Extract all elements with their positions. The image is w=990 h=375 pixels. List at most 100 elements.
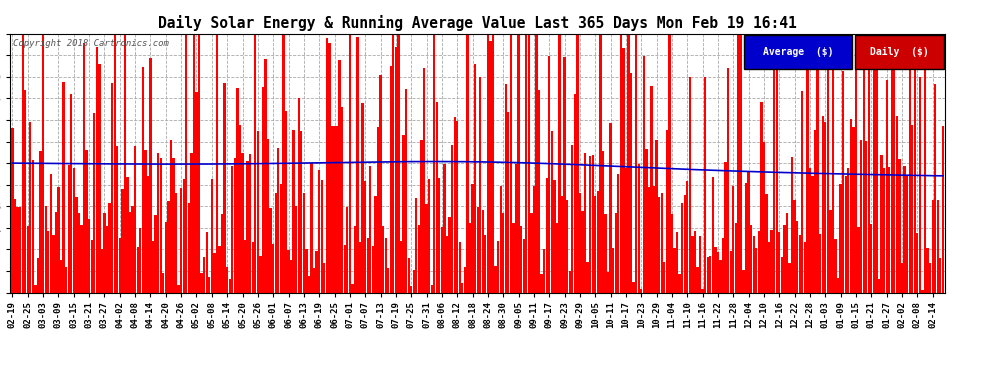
Bar: [586, 261, 589, 292]
Bar: [733, 186, 735, 292]
Bar: [786, 213, 788, 292]
Bar: [515, 164, 517, 292]
Bar: [290, 260, 292, 292]
Bar: [242, 153, 244, 292]
Bar: [213, 253, 216, 292]
Bar: [924, 34, 927, 292]
Bar: [326, 38, 328, 292]
Bar: [323, 264, 326, 292]
Bar: [182, 179, 185, 292]
Bar: [444, 164, 446, 292]
Bar: [313, 267, 315, 292]
Bar: [272, 244, 274, 292]
Bar: [763, 142, 765, 292]
Bar: [267, 139, 269, 292]
Bar: [129, 213, 132, 292]
Bar: [384, 238, 387, 292]
Bar: [937, 200, 939, 292]
Bar: [663, 262, 665, 292]
Bar: [344, 245, 346, 292]
Bar: [607, 272, 609, 292]
Bar: [234, 158, 236, 292]
Bar: [413, 270, 415, 292]
Bar: [259, 256, 261, 292]
Bar: [865, 141, 867, 292]
Bar: [188, 204, 190, 292]
Bar: [308, 276, 310, 292]
Bar: [469, 224, 471, 292]
Bar: [702, 289, 704, 292]
Bar: [545, 178, 547, 292]
Bar: [93, 113, 95, 292]
Bar: [59, 260, 62, 292]
Bar: [132, 206, 134, 292]
Bar: [277, 148, 279, 292]
Bar: [203, 256, 205, 292]
Bar: [32, 160, 34, 292]
Bar: [361, 103, 363, 292]
Bar: [867, 34, 870, 292]
Bar: [842, 70, 844, 292]
Bar: [566, 200, 568, 292]
Bar: [331, 126, 333, 292]
Bar: [392, 34, 394, 292]
Bar: [96, 47, 98, 292]
Bar: [911, 125, 914, 292]
Bar: [147, 176, 149, 292]
Bar: [42, 34, 45, 292]
Bar: [563, 57, 565, 292]
Bar: [520, 226, 523, 292]
Bar: [167, 201, 169, 292]
Bar: [27, 226, 29, 292]
Bar: [206, 232, 208, 292]
Bar: [857, 227, 859, 292]
Bar: [548, 56, 550, 292]
Bar: [67, 165, 70, 292]
Bar: [159, 158, 161, 292]
Bar: [280, 184, 282, 292]
Bar: [303, 192, 305, 292]
Bar: [390, 66, 392, 292]
Bar: [630, 73, 633, 292]
Bar: [35, 285, 37, 292]
Bar: [602, 152, 604, 292]
Bar: [379, 75, 382, 292]
Bar: [735, 224, 737, 292]
Bar: [878, 279, 880, 292]
Bar: [502, 213, 504, 292]
Bar: [625, 168, 627, 292]
Bar: [489, 42, 492, 292]
Bar: [62, 82, 64, 292]
Bar: [329, 44, 331, 292]
Bar: [929, 263, 932, 292]
Bar: [226, 267, 229, 292]
Bar: [832, 62, 835, 292]
Bar: [906, 175, 908, 292]
Bar: [704, 77, 706, 292]
Bar: [497, 241, 499, 292]
Bar: [812, 176, 814, 292]
Bar: [436, 102, 438, 292]
Bar: [439, 178, 441, 292]
Bar: [127, 177, 129, 292]
Bar: [264, 59, 266, 292]
Bar: [652, 186, 655, 292]
Bar: [492, 34, 494, 292]
Bar: [783, 225, 785, 292]
Bar: [274, 193, 277, 292]
Bar: [487, 34, 489, 292]
Bar: [229, 279, 231, 292]
Bar: [757, 231, 760, 292]
Bar: [103, 213, 106, 292]
Bar: [555, 223, 558, 292]
Bar: [494, 266, 497, 292]
Bar: [533, 186, 535, 292]
Bar: [54, 212, 57, 292]
Bar: [57, 187, 59, 292]
Bar: [827, 47, 829, 292]
Bar: [579, 193, 581, 292]
Bar: [584, 153, 586, 292]
Bar: [896, 116, 898, 292]
Bar: [528, 34, 530, 292]
Bar: [410, 286, 413, 292]
